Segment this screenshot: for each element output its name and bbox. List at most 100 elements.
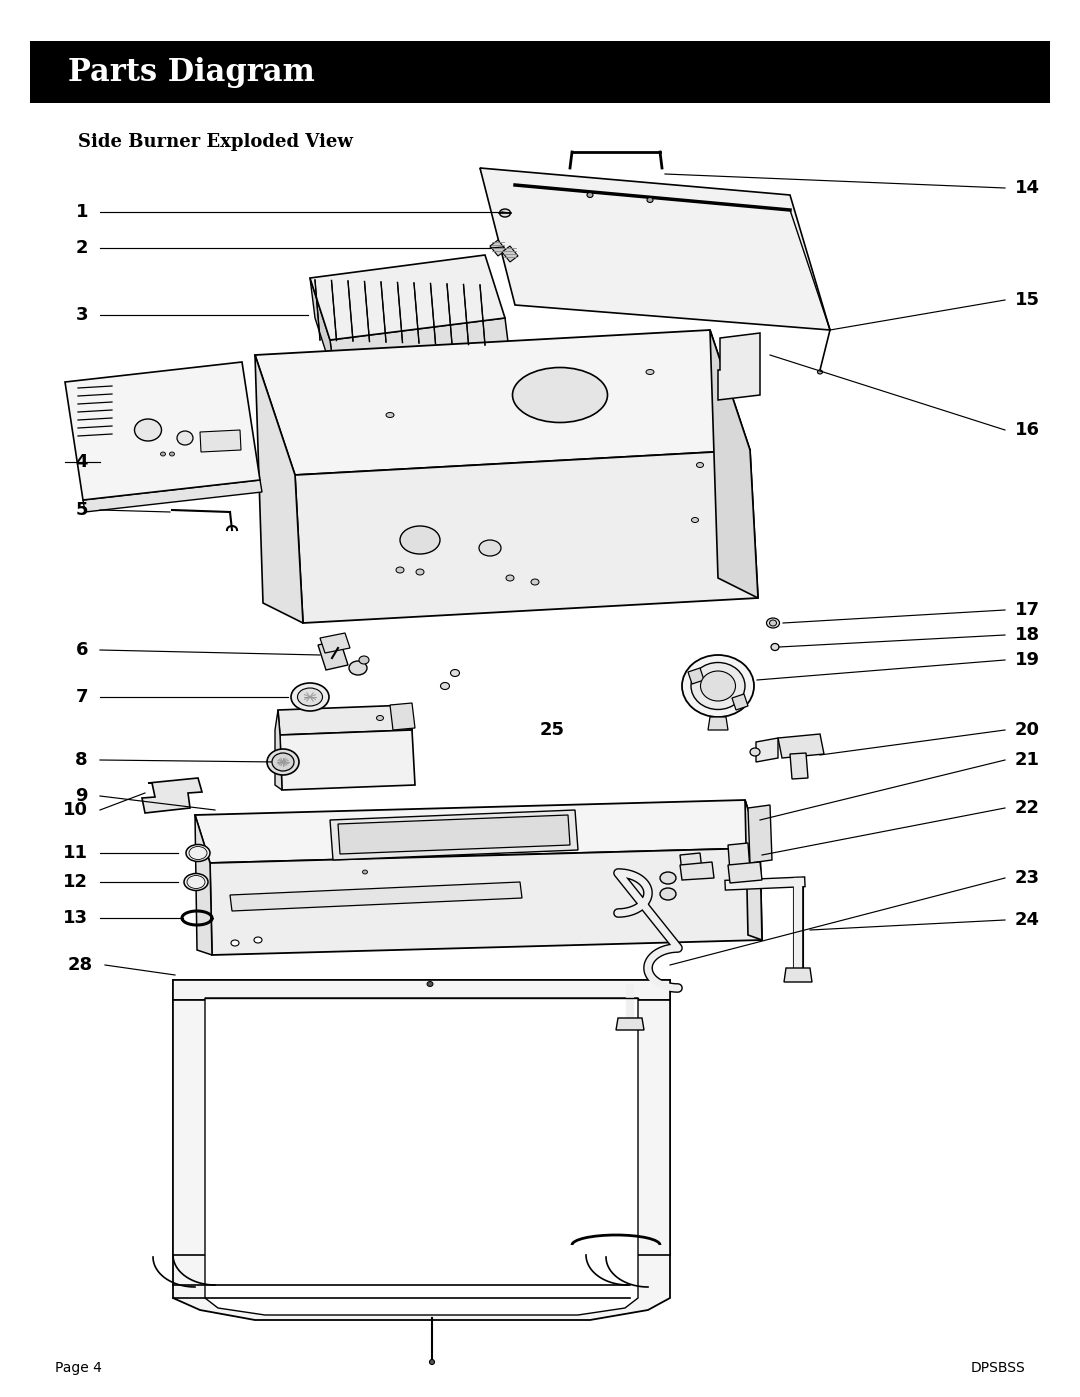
Ellipse shape <box>272 753 294 771</box>
Ellipse shape <box>187 876 205 888</box>
Polygon shape <box>480 168 831 330</box>
Text: 8: 8 <box>76 752 87 768</box>
Text: 16: 16 <box>1015 420 1040 439</box>
Polygon shape <box>275 710 282 789</box>
Ellipse shape <box>193 849 203 856</box>
Polygon shape <box>320 633 350 652</box>
Text: Parts Diagram: Parts Diagram <box>68 56 315 88</box>
Polygon shape <box>745 800 762 940</box>
Text: 24: 24 <box>1015 911 1040 929</box>
Text: 21: 21 <box>1015 752 1040 768</box>
Text: 4: 4 <box>76 453 87 471</box>
Ellipse shape <box>507 576 514 581</box>
Bar <box>30 41 1050 103</box>
Polygon shape <box>718 332 760 400</box>
Polygon shape <box>255 330 750 475</box>
Polygon shape <box>210 848 762 956</box>
Ellipse shape <box>189 847 207 859</box>
Text: 19: 19 <box>1015 651 1040 669</box>
Ellipse shape <box>588 193 593 197</box>
Ellipse shape <box>359 657 369 664</box>
Polygon shape <box>680 862 714 880</box>
Polygon shape <box>784 968 812 982</box>
Polygon shape <box>502 246 518 263</box>
Polygon shape <box>318 640 348 671</box>
Polygon shape <box>141 778 202 813</box>
Ellipse shape <box>349 661 367 675</box>
Polygon shape <box>310 278 335 380</box>
Text: 1: 1 <box>76 203 87 221</box>
Ellipse shape <box>254 937 262 943</box>
Text: 18: 18 <box>1015 626 1040 644</box>
Ellipse shape <box>191 879 201 886</box>
Ellipse shape <box>396 567 404 573</box>
Polygon shape <box>490 240 507 256</box>
Polygon shape <box>330 810 578 861</box>
Text: DPSBSS: DPSBSS <box>970 1361 1025 1375</box>
Polygon shape <box>616 1018 644 1030</box>
Polygon shape <box>230 882 522 911</box>
Ellipse shape <box>818 370 823 374</box>
Ellipse shape <box>363 870 367 875</box>
Polygon shape <box>778 733 824 759</box>
Polygon shape <box>330 319 510 380</box>
Polygon shape <box>756 738 778 761</box>
Text: 5: 5 <box>76 502 87 520</box>
Ellipse shape <box>386 412 394 418</box>
Ellipse shape <box>660 872 676 884</box>
Ellipse shape <box>771 644 779 651</box>
Polygon shape <box>195 800 760 863</box>
Ellipse shape <box>681 655 754 717</box>
Polygon shape <box>480 168 831 330</box>
Text: 17: 17 <box>1015 601 1040 619</box>
Polygon shape <box>295 450 758 623</box>
Polygon shape <box>680 854 702 872</box>
Ellipse shape <box>291 683 329 711</box>
Ellipse shape <box>430 1359 434 1365</box>
Ellipse shape <box>647 197 653 203</box>
Ellipse shape <box>701 671 735 701</box>
Polygon shape <box>728 842 750 872</box>
Polygon shape <box>728 862 762 883</box>
Text: 2: 2 <box>76 239 87 257</box>
Text: 20: 20 <box>1015 721 1040 739</box>
Polygon shape <box>627 1000 670 1255</box>
Polygon shape <box>65 362 260 500</box>
Polygon shape <box>732 694 748 710</box>
Polygon shape <box>748 805 772 863</box>
Ellipse shape <box>499 210 511 217</box>
Polygon shape <box>173 981 670 1000</box>
Polygon shape <box>280 731 415 789</box>
Ellipse shape <box>750 747 760 756</box>
Ellipse shape <box>161 453 165 455</box>
Polygon shape <box>200 430 241 453</box>
Text: 9: 9 <box>76 787 87 805</box>
Ellipse shape <box>177 432 193 446</box>
Polygon shape <box>205 997 638 1315</box>
Text: 15: 15 <box>1015 291 1040 309</box>
Ellipse shape <box>691 662 745 710</box>
Ellipse shape <box>416 569 424 576</box>
Ellipse shape <box>441 683 449 690</box>
Polygon shape <box>338 814 570 854</box>
Text: 23: 23 <box>1015 869 1040 887</box>
Polygon shape <box>390 703 415 731</box>
Ellipse shape <box>646 369 654 374</box>
Polygon shape <box>708 717 728 731</box>
Ellipse shape <box>513 367 607 422</box>
Text: 7: 7 <box>76 687 87 705</box>
Text: Page 4: Page 4 <box>55 1361 102 1375</box>
Ellipse shape <box>267 749 299 775</box>
Ellipse shape <box>297 687 323 705</box>
Ellipse shape <box>231 940 239 946</box>
Text: 22: 22 <box>1015 799 1040 817</box>
Text: 25: 25 <box>540 721 565 739</box>
Text: 3: 3 <box>76 306 87 324</box>
Polygon shape <box>278 705 411 735</box>
Ellipse shape <box>135 419 162 441</box>
Polygon shape <box>195 814 212 956</box>
Ellipse shape <box>400 527 440 555</box>
Polygon shape <box>688 668 704 685</box>
Polygon shape <box>173 981 670 1320</box>
Text: 12: 12 <box>63 873 87 891</box>
